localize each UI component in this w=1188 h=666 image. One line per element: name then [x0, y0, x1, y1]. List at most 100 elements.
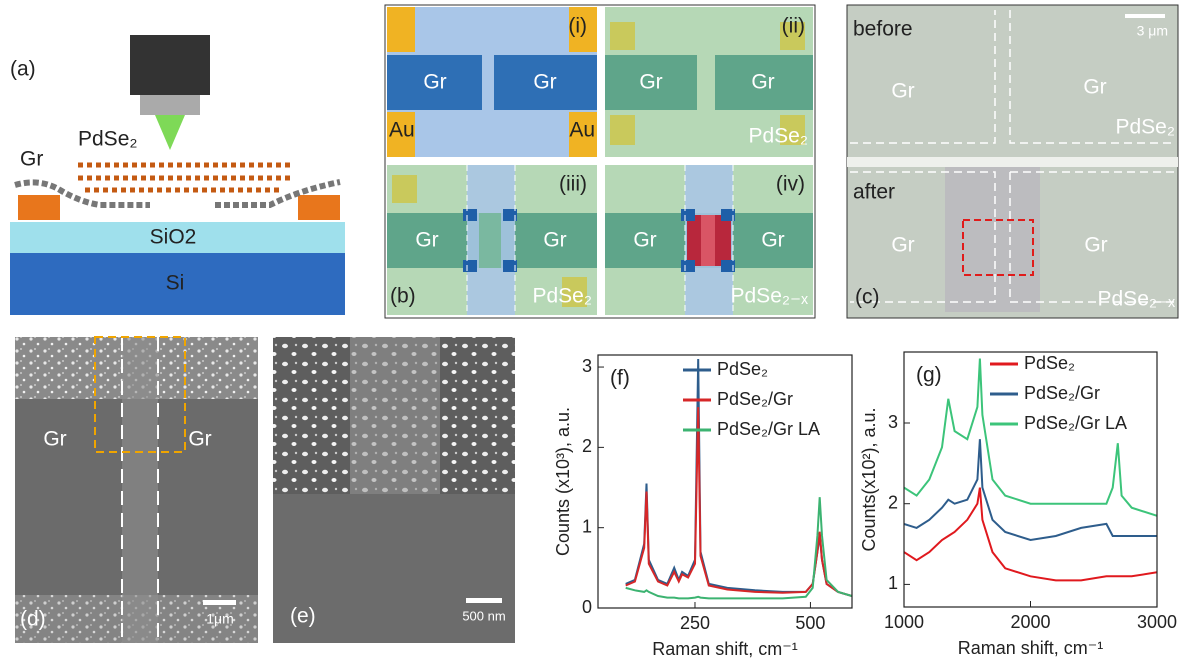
- spectrum-line: [904, 488, 1157, 581]
- graphene-label: Gr: [639, 71, 662, 94]
- graphene-label: Gr: [1083, 76, 1106, 99]
- state-label: after: [853, 181, 895, 204]
- contact-edge: [681, 209, 695, 221]
- panel-c: 3 μm before Gr Gr PdSe₂ after Gr Gr PdSe…: [847, 5, 1178, 318]
- quadrant-label: (iii): [559, 173, 587, 196]
- panel-d: Gr Gr 1μm (d): [15, 337, 258, 643]
- panel-label: (g): [916, 364, 942, 387]
- y-axis-label: Counts(x10²), a.u.: [859, 407, 879, 551]
- graphene-label: Gr: [188, 428, 211, 451]
- panel-a: (a) Gr PdSe₂ SiO2 Si: [10, 35, 345, 315]
- objective-lens: [140, 95, 200, 115]
- contact-edge: [463, 260, 477, 272]
- flake-region: [945, 167, 1040, 312]
- legend-label: PdSe₂/Gr: [1024, 383, 1100, 403]
- scale-bar: [203, 600, 236, 605]
- quadrant: (i) Gr Gr Au Au: [387, 7, 597, 157]
- panel-label: (e): [290, 605, 316, 628]
- quadrant: (ii) Gr Gr PdSe₂: [605, 7, 813, 157]
- contact: [610, 115, 635, 145]
- contact-label: Au: [389, 119, 415, 142]
- laser-beam: [155, 115, 185, 150]
- graphene-label: Gr: [543, 229, 566, 252]
- flake-layers: [78, 165, 290, 190]
- contact: [387, 7, 415, 52]
- contact: [392, 175, 417, 203]
- contact-edge: [681, 260, 695, 272]
- legend-label: PdSe₂: [717, 359, 768, 379]
- panel-label: (d): [20, 608, 46, 631]
- scale-label: 500 nm: [462, 608, 505, 623]
- modified-channel: [701, 215, 715, 266]
- graphene-label: Gr: [633, 229, 656, 252]
- panel-label: (b): [390, 285, 416, 308]
- scale-bar: [466, 598, 502, 603]
- y-axis-label: Counts (x10³), a.u.: [553, 407, 573, 556]
- panel-e: 500 nm (e): [273, 337, 515, 643]
- graphene-label: Gr: [891, 234, 914, 257]
- flake-label: PdSe₂₋ₓ: [1098, 288, 1176, 311]
- flake-label: PdSe₂₋ₓ: [731, 285, 809, 308]
- x-axis-label: Raman shift, cm⁻¹: [652, 639, 798, 659]
- legend-label: PdSe₂/Gr LA: [717, 419, 820, 439]
- x-tick-label: 1000: [884, 612, 924, 632]
- quadrant: (iii) Gr Gr PdSe₂ (b): [387, 165, 597, 315]
- x-tick-label: 3000: [1137, 612, 1177, 632]
- quadrant-label: (i): [568, 15, 587, 38]
- channel: [350, 337, 440, 494]
- page: {"panels":{ "a":{"label":"(a)","graphene…: [0, 0, 1188, 666]
- y-tick-label: 3: [888, 412, 898, 432]
- state-label: before: [853, 18, 913, 41]
- contact: [610, 22, 635, 50]
- channel: [122, 337, 158, 643]
- panel-label: (a): [10, 58, 36, 81]
- quadrant-label: (ii): [782, 15, 805, 38]
- graphene-label: Gr: [761, 229, 784, 252]
- graphene-chain: [15, 182, 340, 205]
- panel-b: (i) Gr Gr Au Au (ii) Gr Gr PdSe₂ (iii) G…: [385, 5, 815, 318]
- quadrant-label: (iv): [776, 173, 805, 196]
- x-axis-label: Raman shift, cm⁻¹: [958, 638, 1104, 658]
- charts: PdSe₂ PdSe₂/Gr PdSe₂/Gr LA 250 500 0 1 2 3 Raman …: [553, 352, 1177, 659]
- scale-label: 3 μm: [1137, 23, 1168, 39]
- panel-label: (c): [855, 286, 880, 309]
- x-tick-label: 250: [680, 613, 710, 633]
- channel: [479, 213, 501, 268]
- graphene-label: Gr: [533, 71, 556, 94]
- scale-label: 1μm: [206, 611, 234, 627]
- flake-label: PdSe₂: [1115, 116, 1175, 139]
- contact-edge: [463, 209, 477, 221]
- layer-label: SiO2: [150, 226, 197, 249]
- x-tick-label: 2000: [1010, 612, 1050, 632]
- graphene-label: Gr: [1084, 234, 1107, 257]
- y-tick-label: 1: [888, 573, 898, 593]
- scale-bar: [1125, 14, 1165, 18]
- legend-label: PdSe₂: [1024, 353, 1075, 373]
- contact: [18, 195, 60, 220]
- flake-label: PdSe₂: [532, 285, 592, 308]
- graphene-label: Gr: [751, 71, 774, 94]
- graphene-label: Gr: [415, 229, 438, 252]
- material-label: PdSe₂: [78, 128, 138, 151]
- y-tick-label: 2: [888, 492, 898, 512]
- panel-label: (f): [610, 367, 630, 390]
- flake-label: PdSe₂: [748, 125, 808, 148]
- legend-label: PdSe₂/Gr: [717, 389, 793, 409]
- y-tick-label: 0: [582, 597, 592, 617]
- y-tick-label: 3: [582, 356, 592, 376]
- legend-label: PdSe₂/Gr LA: [1024, 413, 1127, 433]
- contact-label: Au: [569, 119, 595, 142]
- y-tick-label: 2: [582, 436, 592, 456]
- contact: [298, 195, 340, 220]
- graphene-label: Gr: [423, 71, 446, 94]
- quadrant: (iv) Gr Gr PdSe₂₋ₓ: [605, 165, 813, 315]
- layer-label: Si: [166, 272, 185, 295]
- divider: [847, 157, 1178, 167]
- graphene-label: Gr: [43, 428, 66, 451]
- graphene-label: Gr: [891, 80, 914, 103]
- x-tick-label: 500: [795, 613, 825, 633]
- objective: [130, 35, 210, 95]
- y-tick-label: 1: [582, 516, 592, 536]
- material-label: Gr: [20, 148, 43, 171]
- figure: (a) Gr PdSe₂ SiO2 Si (i) Gr Gr Au Au (ii…: [0, 0, 1188, 661]
